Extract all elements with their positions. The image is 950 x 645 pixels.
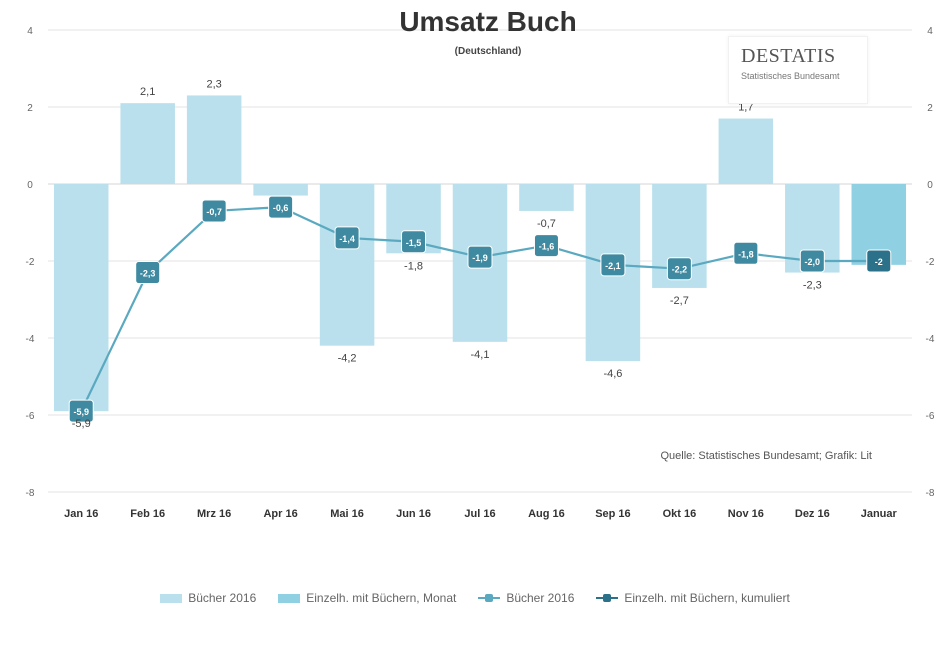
legend-swatch-bar	[278, 593, 301, 603]
bar-data-label: -5,9	[72, 418, 91, 430]
y-tick-label-left: 0	[27, 180, 33, 191]
bar-data-label: 2,1	[140, 86, 155, 98]
x-tick-label: Feb 16	[130, 508, 165, 520]
y-tick-label-left: -8	[26, 488, 35, 499]
bar	[718, 118, 774, 184]
line-data-label: -5,9	[73, 407, 89, 417]
line-point	[467, 245, 493, 269]
legend-item: Einzelh. mit Büchern, Monat	[278, 591, 456, 605]
line-data-label: -2,0	[805, 257, 821, 267]
line-data-label: -1,4	[339, 234, 355, 244]
x-tick-label: Sep 16	[595, 508, 630, 520]
x-tick-label: Mai 16	[330, 508, 364, 520]
line-layer: -5,9 -2,3 -0,7 -0,6 -1,4 -1,5 -1,9 -1,6 -2,1 -2,2…	[68, 195, 892, 423]
y-tick-label-left: 2	[27, 103, 33, 114]
line-point	[334, 226, 360, 250]
x-tick-label: Aug 16	[528, 508, 565, 520]
line-point	[68, 399, 94, 423]
chart-subtitle: (Deutschland)	[455, 46, 522, 57]
bar	[120, 103, 175, 184]
line-point	[533, 234, 559, 258]
bar-data-label: -4,1	[471, 349, 490, 361]
bar-data-label: -4,6	[603, 368, 622, 380]
legend-label: Einzelh. mit Büchern, Monat	[306, 591, 457, 605]
logo-text: DESTATIS	[741, 45, 836, 67]
line-data-label: -1,8	[738, 249, 754, 259]
y-tick-label-right: 2	[927, 103, 933, 114]
y-tick-label-left: -2	[26, 257, 35, 268]
line-data-label: -2,1	[605, 261, 621, 271]
x-tick-label: Jul 16	[464, 508, 495, 520]
line-data-label: -0,7	[206, 207, 222, 217]
legend-item: Bücher 2016	[160, 591, 256, 605]
x-tick-label: Apr 16	[263, 508, 297, 520]
bar-data-label: -0,7	[537, 218, 556, 230]
line-data-label: -1,5	[406, 238, 422, 248]
y-tick-label-left: -6	[26, 411, 35, 422]
x-tick-label: Jan 16	[64, 508, 98, 520]
bar-data-label: -4,2	[338, 353, 357, 365]
legend-label: Bücher 2016	[506, 591, 575, 605]
line-point	[866, 249, 892, 273]
line-data-label: -2,3	[140, 269, 156, 279]
y-tick-label-right: -2	[926, 257, 935, 268]
legend-swatch-line	[596, 592, 619, 604]
legend-item: Bücher 2016	[478, 591, 574, 605]
labels-layer: -5,9 2,1 2,3 -4,2 -1,8 -4,1 -0,7 -4,6 -2,7 1,7 -2,…	[72, 78, 822, 430]
source-note: Quelle: Statistisches Bundesamt; Grafik:…	[660, 450, 872, 462]
y-tick-label-right: -6	[926, 411, 935, 422]
line-point	[799, 249, 825, 273]
x-tick-label: Dez 16	[795, 508, 830, 520]
x-tick-label: Jun 16	[396, 508, 431, 520]
line-point	[666, 257, 692, 281]
line-point	[600, 253, 626, 277]
line-point	[733, 241, 759, 265]
bar-data-label: 1,7	[738, 102, 753, 114]
logo-subtitle: Statistisches Bundesamt	[741, 71, 840, 81]
bar-data-label: -2,7	[670, 295, 689, 307]
y-tick-label-right: -8	[926, 488, 935, 499]
legend-item: Einzelh. mit Büchern, kumuliert	[596, 591, 790, 605]
bar	[319, 184, 375, 346]
legend-swatch-bar	[160, 593, 183, 603]
line-data-label: -2,2	[672, 265, 688, 275]
bar-data-label: -2,3	[803, 280, 822, 292]
bar	[253, 184, 308, 196]
y-tick-label-left: -4	[26, 334, 35, 345]
line-point	[135, 261, 161, 285]
line-data-label: -0,6	[273, 203, 289, 213]
chart-legend: Bücher 2016 Einzelh. mit Büchern, Monat Bü…	[0, 588, 950, 608]
legend-swatch-line	[478, 592, 501, 604]
y-tick-label-right: 0	[927, 180, 933, 191]
bar-data-label: 2,3	[207, 78, 222, 90]
x-tick-label: Mrz 16	[197, 508, 231, 520]
bar	[519, 184, 574, 211]
destatis-logo: DESTATIS Statistisches Bundesamt	[728, 36, 868, 104]
line-data-label: -1,6	[539, 242, 555, 252]
line-point	[201, 199, 227, 223]
x-tick-label: Nov 16	[728, 508, 764, 520]
y-tick-label-right: -4	[926, 334, 935, 345]
line-data-label: -1,9	[472, 253, 488, 263]
y-tick-label-left: 4	[27, 26, 33, 37]
bar	[186, 95, 242, 184]
chart-title: Umsatz Buch	[399, 6, 576, 37]
y-tick-label-right: 4	[927, 26, 933, 37]
line-point	[268, 195, 294, 219]
bar-data-label: -1,8	[404, 260, 423, 272]
x-tick-label: Januar	[861, 508, 898, 520]
legend-label: Bücher 2016	[188, 591, 257, 605]
line-point	[401, 230, 427, 254]
legend-label: Einzelh. mit Büchern, kumuliert	[624, 591, 790, 605]
line-data-label: -2	[875, 257, 883, 267]
bar	[53, 184, 109, 412]
x-tick-label: Okt 16	[663, 508, 697, 520]
